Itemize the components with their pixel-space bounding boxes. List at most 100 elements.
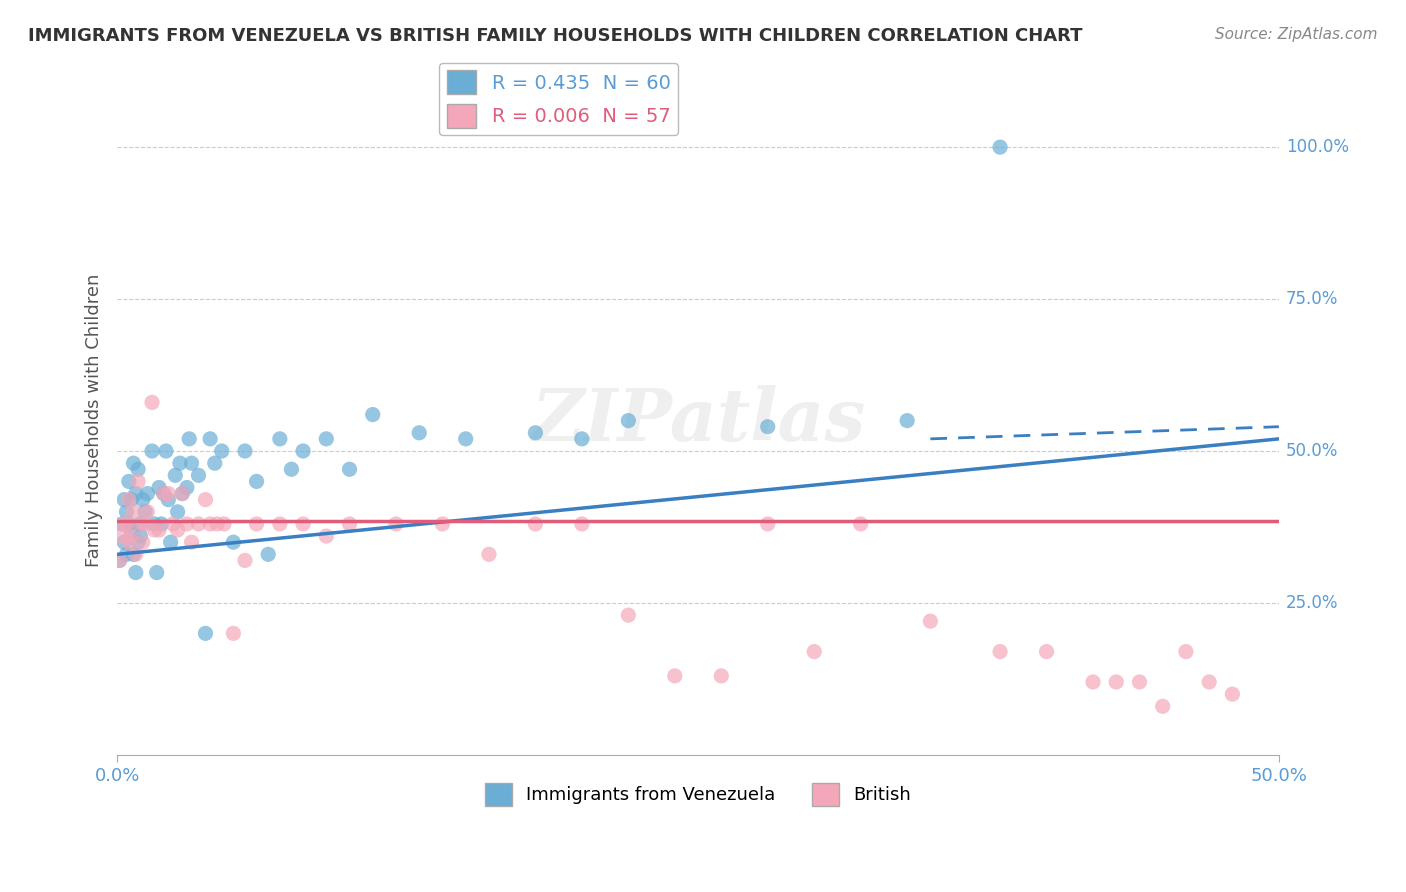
Point bbox=[222, 626, 245, 640]
Point bbox=[385, 516, 408, 531]
Point bbox=[204, 456, 226, 470]
Point bbox=[257, 547, 280, 561]
Point bbox=[162, 516, 184, 531]
Point bbox=[115, 547, 138, 561]
Point bbox=[617, 608, 640, 623]
Point bbox=[478, 547, 501, 561]
Point bbox=[115, 505, 138, 519]
Point bbox=[112, 492, 135, 507]
Point bbox=[756, 419, 779, 434]
Point bbox=[112, 516, 135, 531]
Point bbox=[292, 444, 315, 458]
Point bbox=[617, 414, 640, 428]
Point bbox=[118, 535, 141, 549]
Point bbox=[180, 456, 202, 470]
Point bbox=[408, 425, 430, 440]
Text: ZIPatlas: ZIPatlas bbox=[531, 385, 865, 456]
Point bbox=[127, 535, 149, 549]
Point bbox=[524, 516, 547, 531]
Point bbox=[1035, 644, 1057, 658]
Point bbox=[1198, 675, 1220, 690]
Point bbox=[222, 535, 245, 549]
Point bbox=[122, 456, 145, 470]
Point bbox=[111, 529, 134, 543]
Point bbox=[1152, 699, 1174, 714]
Point bbox=[245, 475, 267, 489]
Text: 75.0%: 75.0% bbox=[1286, 290, 1339, 308]
Point bbox=[233, 444, 256, 458]
Point bbox=[269, 516, 291, 531]
Point bbox=[108, 553, 131, 567]
Point bbox=[664, 669, 686, 683]
Point bbox=[245, 516, 267, 531]
Text: 25.0%: 25.0% bbox=[1286, 594, 1339, 612]
Point bbox=[571, 516, 593, 531]
Point bbox=[205, 516, 228, 531]
Point bbox=[112, 535, 135, 549]
Point bbox=[150, 516, 173, 531]
Point bbox=[176, 481, 198, 495]
Point bbox=[125, 486, 148, 500]
Point bbox=[172, 486, 194, 500]
Point bbox=[169, 456, 191, 470]
Point bbox=[756, 516, 779, 531]
Point bbox=[233, 553, 256, 567]
Point bbox=[108, 553, 131, 567]
Point bbox=[120, 492, 142, 507]
Point bbox=[132, 492, 155, 507]
Point bbox=[432, 516, 454, 531]
Point bbox=[129, 516, 152, 531]
Point bbox=[315, 432, 337, 446]
Point bbox=[524, 425, 547, 440]
Point bbox=[280, 462, 302, 476]
Point bbox=[111, 516, 134, 531]
Point bbox=[125, 566, 148, 580]
Point bbox=[120, 523, 142, 537]
Point bbox=[269, 432, 291, 446]
Point bbox=[803, 644, 825, 658]
Point bbox=[141, 395, 163, 409]
Point bbox=[571, 432, 593, 446]
Point bbox=[136, 486, 159, 500]
Point bbox=[155, 444, 177, 458]
Point bbox=[141, 444, 163, 458]
Point bbox=[127, 462, 149, 476]
Point bbox=[339, 516, 361, 531]
Point bbox=[988, 644, 1011, 658]
Point bbox=[315, 529, 337, 543]
Y-axis label: Family Households with Children: Family Households with Children bbox=[86, 274, 103, 567]
Point bbox=[118, 516, 141, 531]
Point bbox=[179, 432, 201, 446]
Point bbox=[896, 414, 918, 428]
Point bbox=[143, 523, 166, 537]
Point bbox=[1128, 675, 1150, 690]
Point bbox=[120, 529, 142, 543]
Point bbox=[194, 626, 217, 640]
Point bbox=[122, 547, 145, 561]
Point bbox=[212, 516, 235, 531]
Point bbox=[292, 516, 315, 531]
Point bbox=[166, 505, 188, 519]
Point bbox=[1105, 675, 1128, 690]
Point bbox=[145, 566, 167, 580]
Point bbox=[849, 516, 872, 531]
Point bbox=[187, 516, 209, 531]
Point bbox=[122, 505, 145, 519]
Point bbox=[148, 523, 170, 537]
Point bbox=[361, 408, 384, 422]
Point bbox=[194, 492, 217, 507]
Point bbox=[180, 535, 202, 549]
Point bbox=[988, 140, 1011, 154]
Point bbox=[148, 481, 170, 495]
Point bbox=[198, 516, 221, 531]
Point bbox=[152, 486, 174, 500]
Point bbox=[159, 535, 181, 549]
Point bbox=[710, 669, 733, 683]
Point bbox=[920, 614, 942, 628]
Point bbox=[136, 505, 159, 519]
Point bbox=[198, 432, 221, 446]
Point bbox=[339, 462, 361, 476]
Point bbox=[115, 516, 138, 531]
Point bbox=[118, 475, 141, 489]
Point bbox=[165, 468, 187, 483]
